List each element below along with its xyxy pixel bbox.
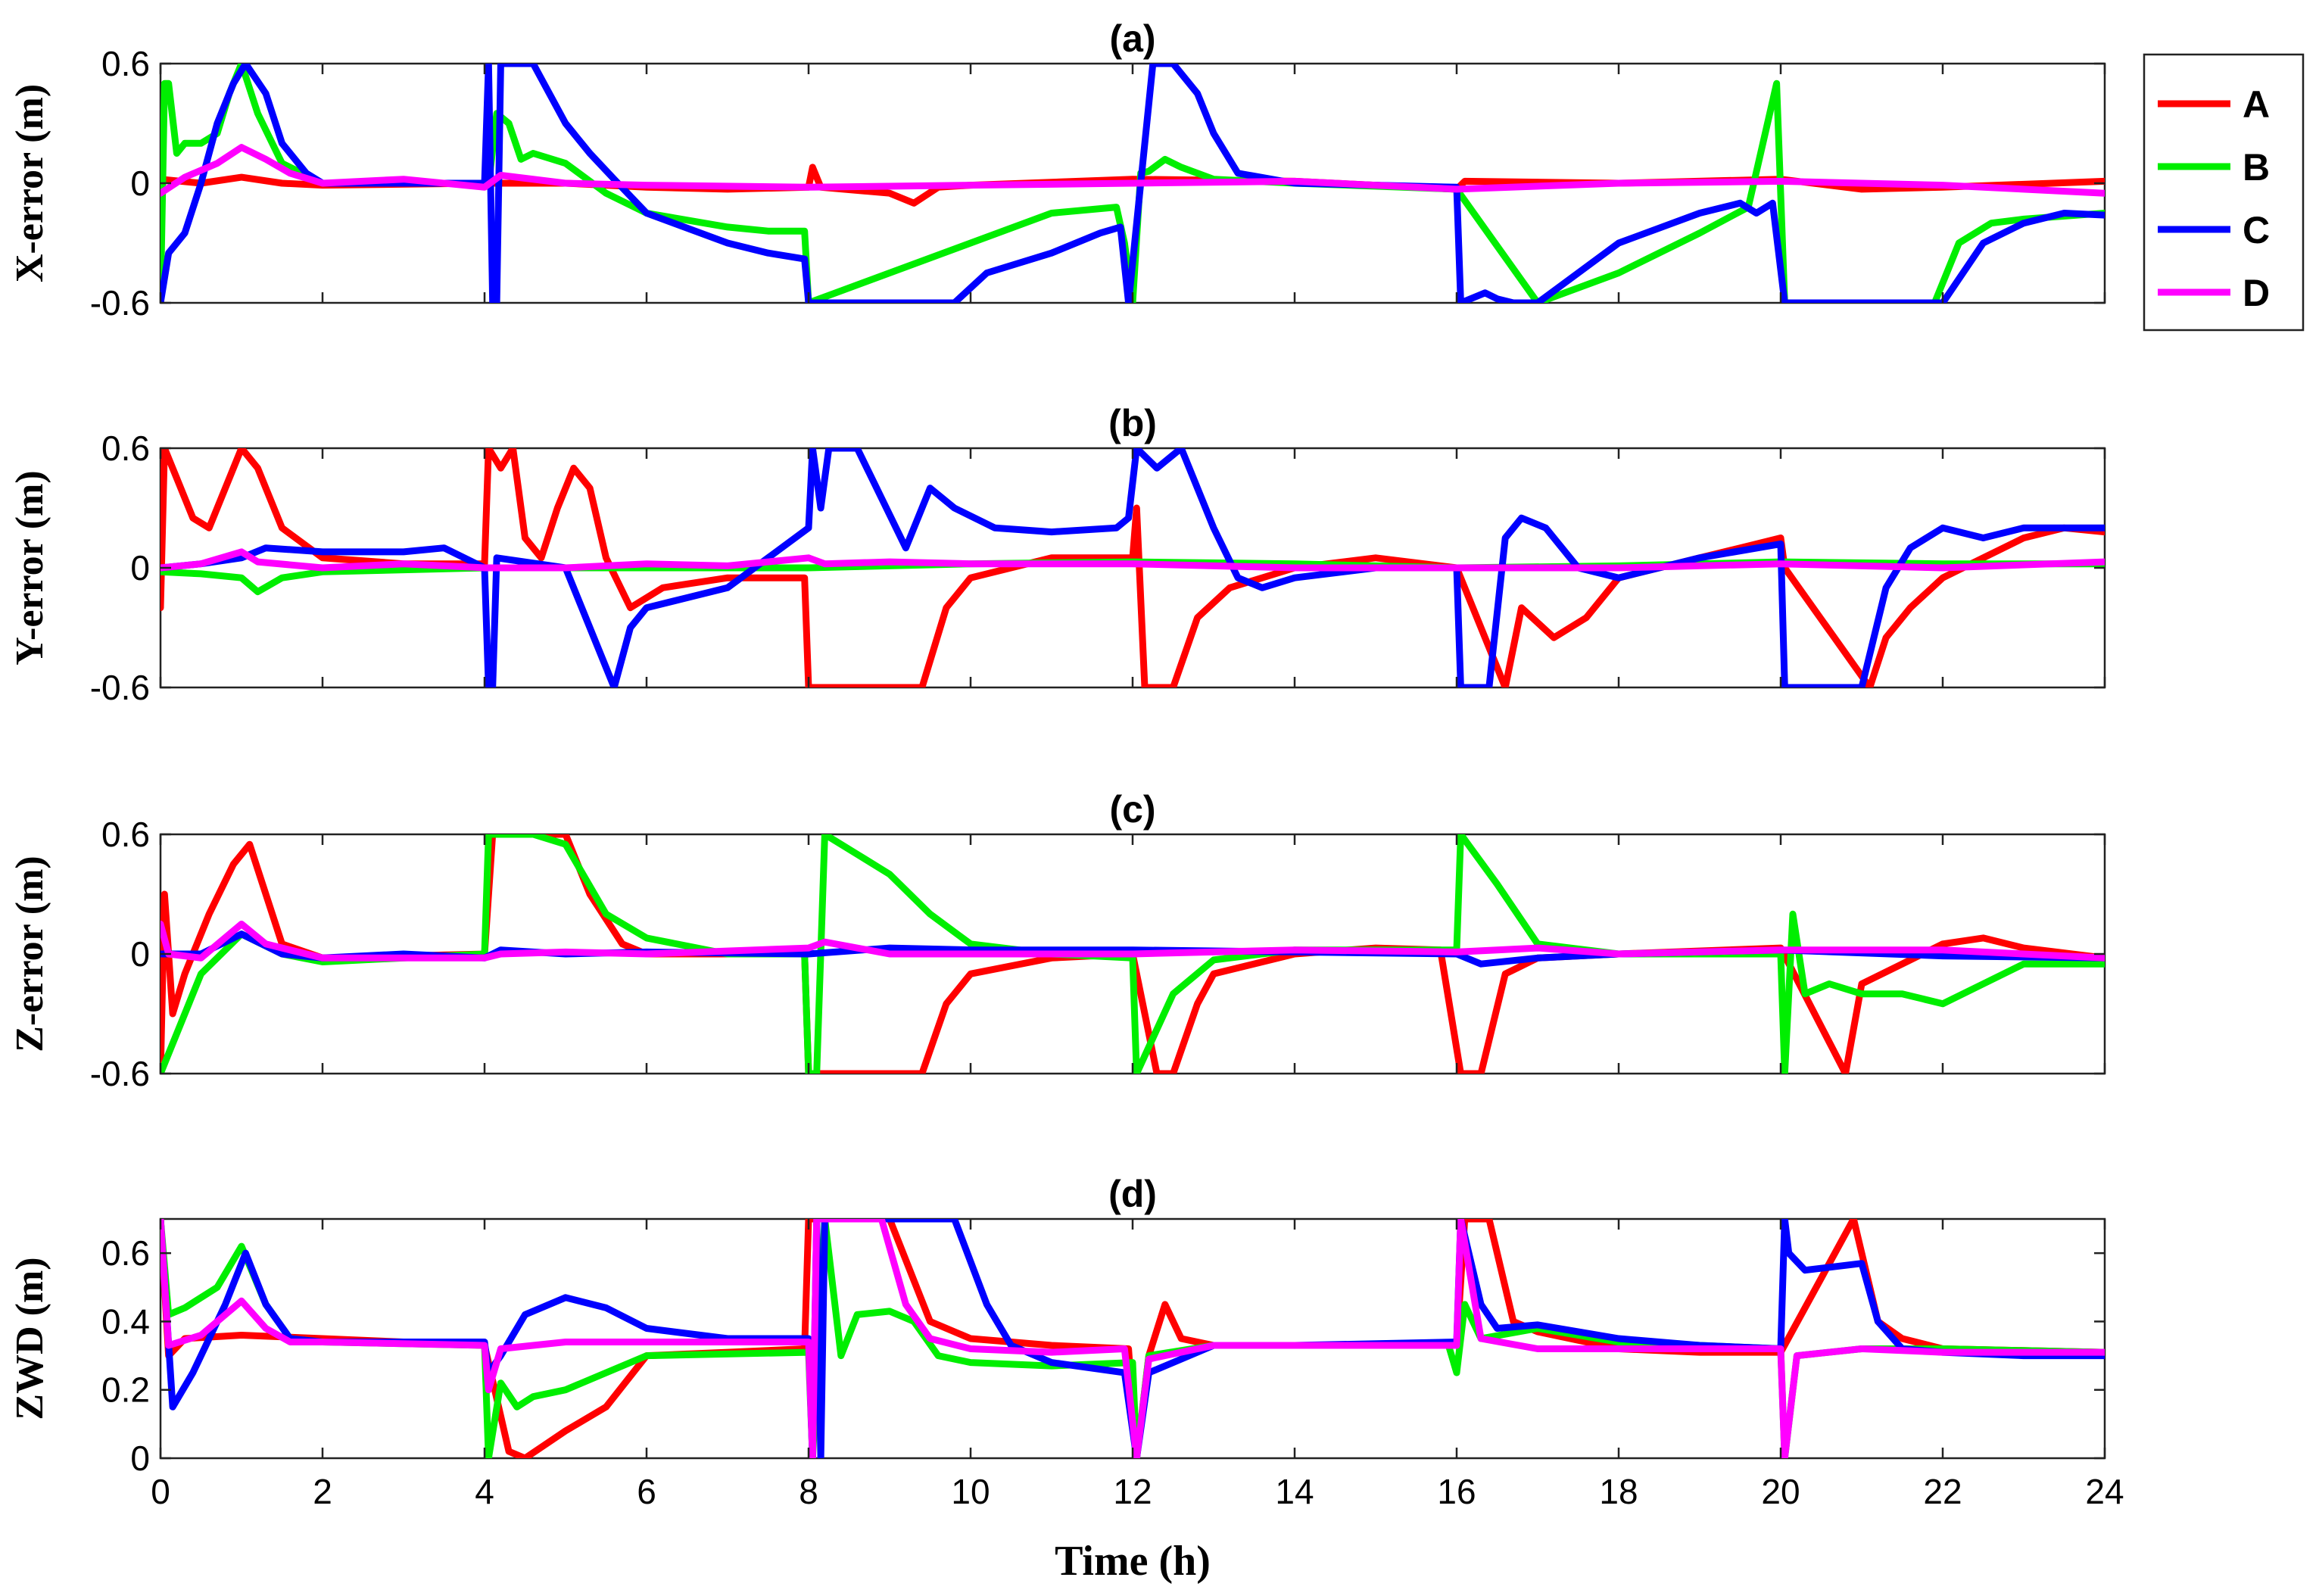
y-tick-label: 0 <box>130 548 150 588</box>
legend: A B C D <box>2143 53 2305 332</box>
x-tick-label: 8 <box>799 1472 818 1511</box>
y-tick-label: 0.6 <box>101 429 150 468</box>
y-tick-label: 0 <box>130 934 150 974</box>
x-tick-label: 10 <box>951 1472 990 1511</box>
x-axis-label: Time (h) <box>1055 1538 1211 1585</box>
y-tick-label: 0.6 <box>101 1233 150 1273</box>
x-tick-label: 12 <box>1113 1472 1152 1511</box>
panel-title: (c) <box>1109 788 1155 831</box>
panel-title: (b) <box>1108 402 1157 444</box>
x-tick-label: 18 <box>1599 1472 1638 1511</box>
panel-1: -0.6 0 0.6 (a) X-error (m) <box>8 17 2106 323</box>
series-line-c <box>161 64 2105 303</box>
legend-entry-d: D <box>2158 272 2270 314</box>
y-tick-label: 0.4 <box>101 1301 150 1341</box>
y-tick-label: 0 <box>130 164 150 203</box>
series-group <box>161 1219 2105 1458</box>
panels: -0.6 0 0.6 (a) X-error (m) -0.6 0 0.6 (b) Y-error… <box>8 17 2124 1511</box>
y-tick-label: 0 <box>130 1439 150 1478</box>
legend-box <box>2143 53 2305 332</box>
x-tick-label: 22 <box>1923 1472 1962 1511</box>
panel-3: -0.6 0 0.6 (c) Z-error (m) <box>8 788 2106 1093</box>
series-line-d <box>161 1219 2105 1458</box>
series-line-a <box>161 448 2105 687</box>
x-tick-label: 6 <box>637 1472 656 1511</box>
x-tick-label: 20 <box>1761 1472 1800 1511</box>
legend-label-d: D <box>2243 272 2270 314</box>
legend-label-c: C <box>2243 209 2270 251</box>
legend-entry-a: A <box>2158 83 2270 126</box>
y-axis-label: Y-error (m) <box>8 470 51 666</box>
legend-label-a: A <box>2243 83 2270 126</box>
y-tick-label: 0.2 <box>101 1370 150 1410</box>
y-tick-label: -0.6 <box>90 1054 150 1093</box>
legend-entry-b: B <box>2158 146 2270 189</box>
series-group <box>161 448 2105 687</box>
x-tick-label: 16 <box>1437 1472 1476 1511</box>
legend-entry-c: C <box>2158 209 2270 251</box>
panel-title: (a) <box>1109 17 1155 60</box>
series-group <box>161 834 2105 1074</box>
panel-2: -0.6 0 0.6 (b) Y-error (m) <box>8 402 2106 707</box>
x-tick-label: 24 <box>2085 1472 2124 1511</box>
panel-title: (d) <box>1108 1173 1157 1215</box>
y-axis-label: X-error (m) <box>8 84 51 282</box>
y-axis-label: Z-error (m) <box>8 856 51 1052</box>
series-line-d <box>161 921 2105 962</box>
y-tick-label: 0.6 <box>101 44 150 83</box>
legend-label-b: B <box>2243 146 2270 189</box>
y-axis-label: ZWD (m) <box>8 1257 51 1420</box>
y-tick-label: 0.6 <box>101 815 150 854</box>
x-tick-label: 4 <box>475 1472 494 1511</box>
x-tick-label: 2 <box>313 1472 332 1511</box>
series-line-d <box>161 548 2105 572</box>
series-group <box>161 64 2105 303</box>
x-tick-label: 0 <box>151 1472 170 1511</box>
y-tick-label: -0.6 <box>90 283 150 323</box>
panel-4: 00.20.40.60 2 4 6 8 10 12 14 16 18 20 22 24(d)ZWD (m… <box>8 1173 2124 1511</box>
x-tick-label: 14 <box>1275 1472 1314 1511</box>
series-line-d <box>161 144 2105 197</box>
series-line-c <box>161 448 2105 687</box>
y-tick-label: -0.6 <box>90 668 150 707</box>
